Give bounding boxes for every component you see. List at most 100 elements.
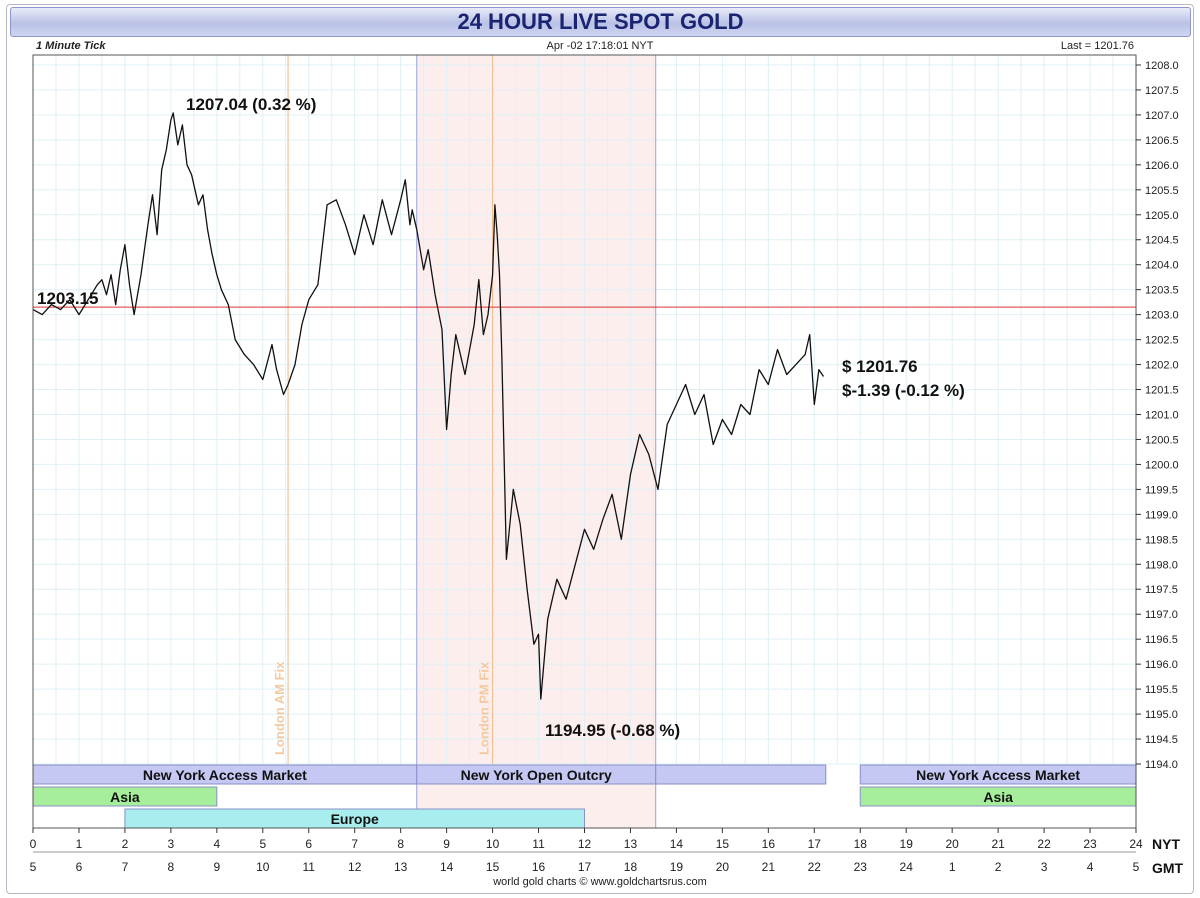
x-tick-label-gmt: 21	[762, 860, 776, 874]
x-tick-label-nyt: 13	[624, 837, 638, 851]
x-tick-label-gmt: 10	[256, 860, 270, 874]
x-tick-label-nyt: 7	[351, 837, 358, 851]
footer-credit: world gold charts © www.goldchartsrus.co…	[493, 876, 707, 888]
y-tick-label: 1197.5	[1145, 584, 1178, 596]
y-tick-label: 1196.0	[1145, 659, 1178, 671]
y-tick-label: 1199.5	[1145, 484, 1178, 496]
x-tick-label-gmt: 23	[854, 860, 868, 874]
last-price-label: Last = 1201.76	[1060, 40, 1134, 52]
x-tick-label-gmt: 19	[670, 860, 684, 874]
x-tick-label-gmt: 13	[394, 860, 408, 874]
chart-title: 24 HOUR LIVE SPOT GOLD	[10, 7, 1191, 37]
y-tick-label: 1206.5	[1145, 135, 1179, 147]
y-tick-label: 1202.5	[1145, 335, 1179, 347]
x-tick-label-gmt: 22	[808, 860, 822, 874]
x-tick-label-nyt: 20	[945, 837, 959, 851]
x-tick-label-nyt: 19	[900, 837, 914, 851]
x-tick-label-gmt: 24	[900, 860, 914, 874]
x-tick-label-gmt: 15	[486, 860, 500, 874]
y-tick-label: 1195.5	[1145, 684, 1178, 696]
x-axis-label-nyt: NYT	[1152, 836, 1180, 852]
x-tick-label-gmt: 17	[578, 860, 592, 874]
y-tick-label: 1208.0	[1145, 60, 1179, 72]
timestamp-label: Apr -02 17:18:01 NYT	[546, 40, 654, 52]
y-tick-label: 1201.5	[1145, 385, 1179, 397]
session-band-label: New York Access Market	[143, 767, 307, 783]
x-tick-label-nyt: 10	[486, 837, 500, 851]
x-tick-label-gmt: 5	[1133, 860, 1140, 874]
session-band-label: Europe	[331, 811, 379, 827]
x-tick-label-gmt: 20	[716, 860, 730, 874]
x-tick-label-nyt: 15	[716, 837, 730, 851]
x-tick-label-nyt: 16	[762, 837, 776, 851]
open-outcry-shade	[416, 55, 656, 828]
y-tick-label: 1204.5	[1145, 235, 1179, 247]
y-tick-label: 1202.0	[1145, 360, 1179, 372]
x-tick-label-nyt: 17	[808, 837, 822, 851]
y-tick-label: 1200.0	[1145, 459, 1179, 471]
price-line	[32, 112, 825, 700]
last-price-annotation: $ 1201.76	[842, 357, 918, 376]
x-tick-label-nyt: 18	[854, 837, 868, 851]
prev-close-annotation: 1203.15	[37, 289, 98, 308]
session-band-ny	[655, 764, 827, 785]
session-band-label: Asia	[110, 789, 140, 805]
x-tick-label-nyt: 3	[168, 837, 175, 851]
x-tick-label-nyt: 2	[122, 837, 129, 851]
x-tick-label-nyt: 23	[1083, 837, 1097, 851]
x-tick-label-nyt: 12	[578, 837, 592, 851]
x-tick-label-gmt: 14	[440, 860, 454, 874]
y-tick-label: 1205.5	[1145, 185, 1179, 197]
y-tick-label: 1195.0	[1145, 709, 1178, 721]
session-band-label: New York Access Market	[916, 767, 1080, 783]
x-tick-label-gmt: 2	[995, 860, 1002, 874]
x-tick-label-gmt: 1	[949, 860, 956, 874]
y-tick-label: 1194.0	[1145, 759, 1178, 771]
y-tick-label: 1197.0	[1145, 609, 1178, 621]
session-band-label: New York Open Outcry	[461, 767, 612, 783]
x-tick-label-gmt: 8	[168, 860, 175, 874]
x-tick-label-gmt: 18	[624, 860, 638, 874]
x-tick-label-nyt: 0	[30, 837, 37, 851]
x-tick-label-nyt: 9	[443, 837, 450, 851]
y-tick-label: 1203.5	[1145, 285, 1179, 297]
x-tick-label-gmt: 6	[76, 860, 83, 874]
y-tick-label: 1198.5	[1145, 534, 1178, 546]
y-tick-label: 1198.0	[1145, 559, 1178, 571]
y-tick-label: 1199.0	[1145, 509, 1178, 521]
x-tick-label-gmt: 12	[348, 860, 362, 874]
y-tick-label: 1207.5	[1145, 85, 1179, 97]
x-tick-label-gmt: 5	[30, 860, 37, 874]
x-tick-label-nyt: 5	[259, 837, 266, 851]
x-tick-label-gmt: 7	[122, 860, 129, 874]
x-tick-label-nyt: 24	[1129, 837, 1143, 851]
fix-marker-label: London PM Fix	[477, 661, 492, 755]
high-annotation: 1207.04 (0.32 %)	[186, 95, 316, 114]
x-tick-label-gmt: 3	[1041, 860, 1048, 874]
y-tick-label: 1207.0	[1145, 110, 1179, 122]
y-tick-label: 1201.0	[1145, 409, 1179, 421]
x-tick-label-nyt: 11	[532, 837, 545, 851]
x-tick-label-nyt: 8	[397, 837, 404, 851]
tick-interval-label: 1 Minute Tick	[36, 40, 106, 52]
x-tick-label-gmt: 16	[532, 860, 546, 874]
x-tick-label-nyt: 1	[76, 837, 83, 851]
x-tick-label-gmt: 4	[1087, 860, 1094, 874]
y-tick-label: 1205.0	[1145, 210, 1179, 222]
y-tick-label: 1194.5	[1145, 734, 1178, 746]
session-band-label: Asia	[983, 789, 1013, 805]
y-tick-label: 1200.5	[1145, 434, 1179, 446]
x-tick-label-nyt: 6	[305, 837, 312, 851]
x-tick-label-nyt: 14	[670, 837, 684, 851]
fix-marker-label: London AM Fix	[272, 661, 287, 755]
low-annotation: 1194.95 (-0.68 %)	[545, 721, 680, 740]
y-tick-label: 1196.5	[1145, 634, 1178, 646]
y-tick-label: 1203.0	[1145, 310, 1179, 322]
x-tick-label-gmt: 9	[213, 860, 220, 874]
x-tick-label-nyt: 22	[1037, 837, 1051, 851]
y-tick-label: 1204.0	[1145, 260, 1179, 272]
x-tick-label-gmt: 11	[303, 860, 316, 874]
x-tick-label-nyt: 21	[991, 837, 1005, 851]
x-axis-label-gmt: GMT	[1152, 860, 1184, 876]
